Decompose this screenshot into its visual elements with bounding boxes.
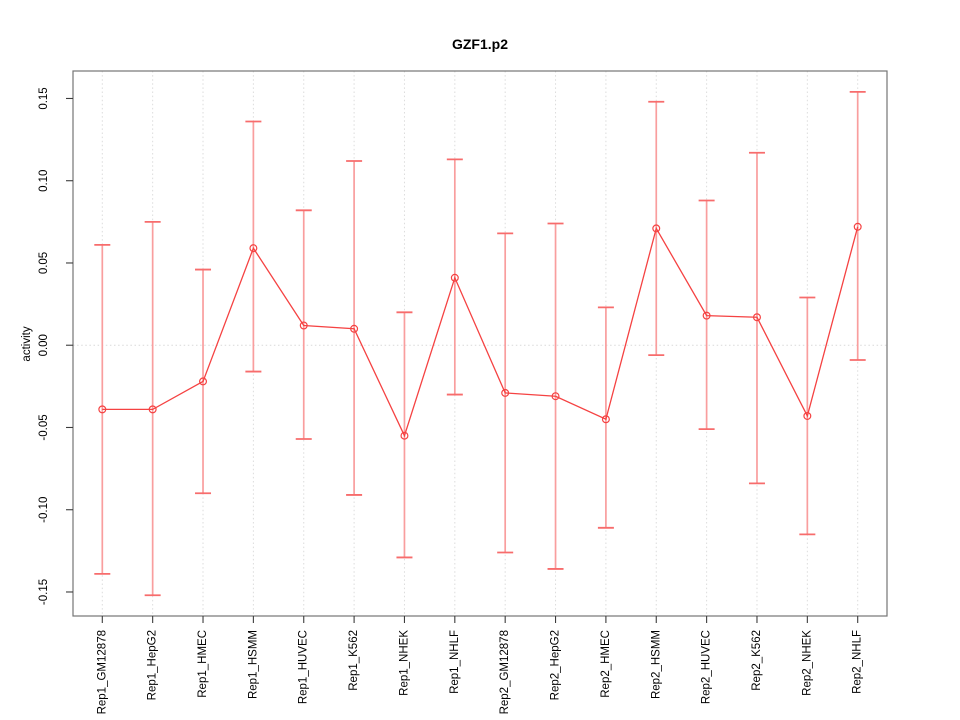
data-point (148, 405, 157, 414)
x-category-label: Rep1_HUVEC (298, 630, 310, 704)
x-category-label: Rep1_HMEC (197, 630, 209, 698)
data-point (98, 405, 107, 414)
y-tick-label: 0.10 (38, 170, 50, 192)
data-point (199, 377, 208, 386)
data-point (350, 324, 359, 333)
x-category-label: Rep2_NHEK (801, 630, 813, 696)
data-point (853, 222, 862, 231)
y-axis-title: activity (21, 326, 33, 361)
data-point (299, 321, 308, 330)
y-tick-label: 0.00 (38, 334, 50, 356)
x-category-label: Rep1_NHEK (398, 630, 410, 696)
x-category-label: Rep1_GM12878 (96, 630, 108, 714)
plot-area: 0.15 0.10 0.05 0.00 -0.05 -0.10 -0.15 Rep1_GM12… (38, 70, 888, 714)
y-tick-label: -0.10 (38, 497, 50, 523)
y-tick-label: -0.05 (38, 414, 50, 440)
x-category-label: Rep2_HUVEC (701, 630, 713, 704)
y-tick-label: 0.05 (38, 252, 50, 274)
data-point (551, 392, 560, 401)
x-category-label: Rep1_HepG2 (147, 630, 159, 700)
x-category-label: Rep2_HepG2 (550, 630, 562, 700)
data-point (501, 388, 510, 397)
page-title: GZF1.p2 (452, 36, 508, 52)
data-point (652, 224, 661, 233)
x-category-label: Rep2_NHLF (852, 630, 864, 694)
x-category-label: Rep2_K562 (751, 630, 763, 691)
x-category-label: Rep2_HSMM (650, 630, 662, 699)
x-category-label: Rep2_GM12878 (499, 630, 511, 714)
x-category-label: Rep1_K562 (348, 630, 360, 691)
plot-frame (72, 70, 888, 617)
data-point (601, 415, 610, 424)
data-point (702, 311, 711, 320)
y-tick-label: -0.15 (38, 579, 50, 605)
data-point (249, 244, 258, 253)
data-point (400, 431, 409, 440)
y-tick-label: 0.15 (38, 87, 50, 109)
x-category-label: Rep1_NHLF (449, 630, 461, 694)
x-category-label: Rep2_HMEC (600, 630, 612, 698)
data-point (752, 313, 761, 322)
data-series-line (102, 226, 859, 438)
data-point (803, 411, 812, 420)
data-point (450, 273, 459, 282)
x-category-label: Rep1_HSMM (247, 630, 259, 699)
